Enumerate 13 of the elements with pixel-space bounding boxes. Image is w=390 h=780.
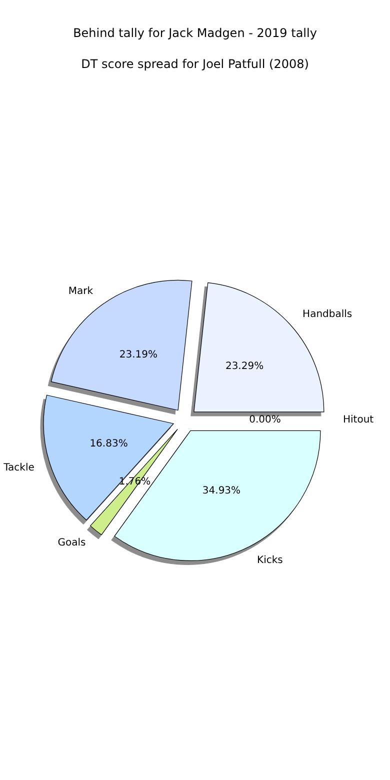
data-label: 23.29%: [225, 361, 264, 372]
data-label: 16.83%: [90, 438, 128, 450]
slice-label: Kicks: [257, 555, 283, 566]
slice-label: Handballs: [302, 308, 352, 320]
slice-label: Tackle: [2, 462, 34, 474]
chart-title: Behind tally for Jack Madgen - 2019 tally: [73, 26, 317, 40]
slice-label: Mark: [68, 286, 94, 298]
data-label: 34.93%: [202, 486, 241, 497]
category-label: Hitout: [343, 414, 374, 426]
slice-label: Goals: [58, 537, 86, 548]
chart-subtitle: DT score spread for Joel Patfull (2008): [81, 57, 309, 71]
data-label: 23.19%: [119, 349, 158, 360]
text: 0.00%: [249, 414, 281, 426]
